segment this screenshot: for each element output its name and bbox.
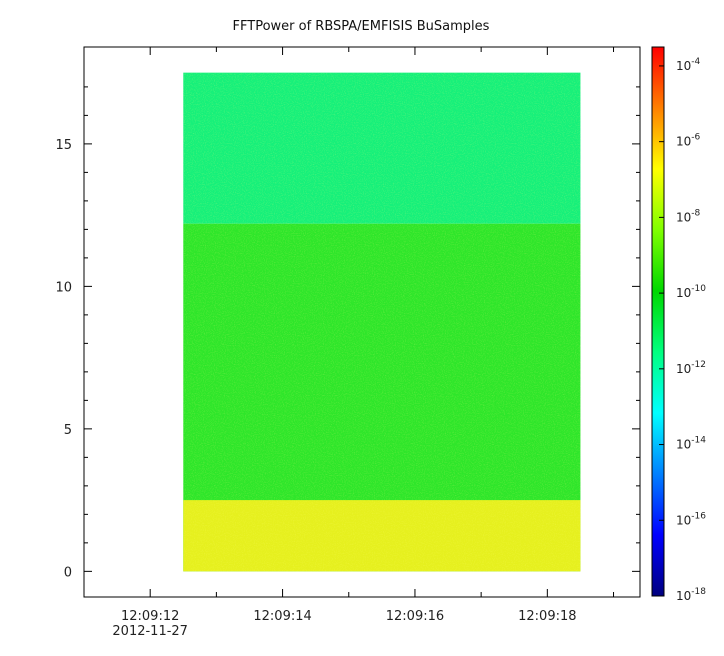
y-tick-label: 5: [64, 423, 72, 438]
x-tick-date-label: 2012-11-27: [112, 624, 188, 639]
y-axis: 0 5 10 15: [55, 86, 640, 580]
colorbar-tick-label: 10-8: [676, 208, 701, 224]
x-tick-label: 12:09:18: [518, 609, 576, 624]
colorbar-tick-label: 10-18: [676, 587, 706, 603]
heatmap-texture: [183, 72, 581, 572]
colorbar-tick-label: 10-14: [676, 436, 706, 452]
colorbar-scale: [651, 46, 665, 597]
x-tick-label: 12:09:12: [121, 609, 179, 624]
chart-title: FFTPower of RBSPA/EMFISIS BuSamples: [233, 19, 490, 34]
heatmap-area: [183, 72, 581, 572]
y-tick-label: 15: [55, 138, 72, 153]
colorbar-tick-label: 10-16: [676, 511, 706, 527]
colorbar-tick-label: 10-12: [676, 360, 706, 376]
colorbar-tick-label: 10-10: [676, 284, 706, 300]
y-tick-label: 10: [55, 280, 72, 295]
y-tick-label: 0: [64, 565, 72, 580]
colorbar-tick-label: 10-6: [676, 133, 701, 149]
x-tick-label: 12:09:16: [386, 609, 444, 624]
colorbar: 10-18 10-16 10-14 10-12 10-10 10-8 10-6 10-4: [651, 46, 706, 603]
x-tick-label: 12:09:14: [253, 609, 311, 624]
colorbar-tick-label: 10-4: [676, 57, 701, 73]
